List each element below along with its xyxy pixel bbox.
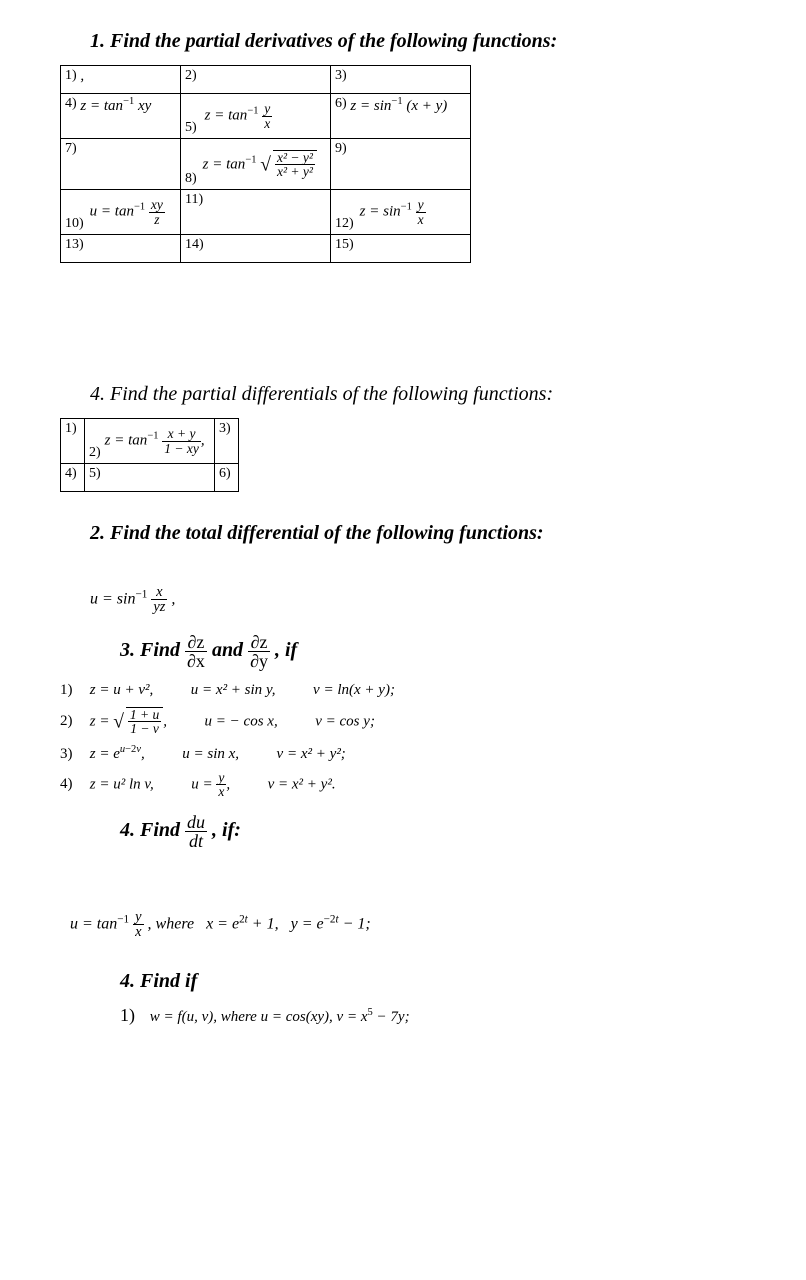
cell-3: 3) [331,66,471,94]
pcell-3: 3) [215,419,239,464]
pcell-5: 5) [85,464,215,492]
section2-title: 2. Find the total differential of the fo… [90,522,776,545]
cell-5: 5)z = tan−1 yx [181,94,331,139]
section3-title: 3. Find ∂z∂x and ∂z∂y , if [120,633,776,670]
cell-12: 12)z = sin−1 yx [331,190,471,235]
pcell-4: 4) [61,464,85,492]
section-partial-table: 1) 2)z = tan−1 x + y1 − xy, 3) 4) 5) 6) [60,418,239,492]
section4b-title: 4. Find if [120,970,776,993]
section1-title: 1. Find the partial derivatives of the f… [90,30,776,53]
cell-10: 10)u = tan−1 xyz [61,190,181,235]
cell-9: 9) [331,139,471,190]
pcell-6: 6) [215,464,239,492]
section4-expr: u = tan−1 yx , where x = e2t + 1, y = e−… [70,910,776,940]
cell-14: 14) [181,235,331,263]
cell-1: 1) , [61,66,181,94]
cell-2: 2) [181,66,331,94]
cell-8: 8)z = tan−1 √x² − y²x² + y² [181,139,331,190]
sec3-item-4: 4) z = u² ln v, u = yx, v = x² + y². [60,771,776,799]
cell-7: 7) [61,139,181,190]
section4b-item: 1) w = f(u, v), where u = cos(xy), v = x… [120,1005,776,1026]
sec3-item-3: 3) z = eu−2v, u = sin x, v = x² + y²; [60,744,776,763]
section4-title: 4. Find dudt , if: [120,813,776,850]
section2-expr: u = sin−1 xyz , [90,585,776,615]
cell-6: 6) z = sin−1 (x + y) [331,94,471,139]
section3-list: 1) z = u + v², u = x² + sin y, v = ln(x … [60,682,776,799]
pcell-2: 2)z = tan−1 x + y1 − xy, [85,419,215,464]
cell-15: 15) [331,235,471,263]
sec3-item-2: 2) z = √1 + u1 − v, u = − cos x, v = cos… [60,707,776,736]
section1-table: 1) , 2) 3) 4) z = tan−1 xy 5)z = tan−1 y… [60,65,471,263]
cell-11: 11) [181,190,331,235]
cell-4: 4) z = tan−1 xy [61,94,181,139]
cell-13: 13) [61,235,181,263]
pcell-1: 1) [61,419,85,464]
sec3-item-1: 1) z = u + v², u = x² + sin y, v = ln(x … [60,682,776,699]
section-partial-title: 4. Find the partial differentials of the… [90,383,776,406]
